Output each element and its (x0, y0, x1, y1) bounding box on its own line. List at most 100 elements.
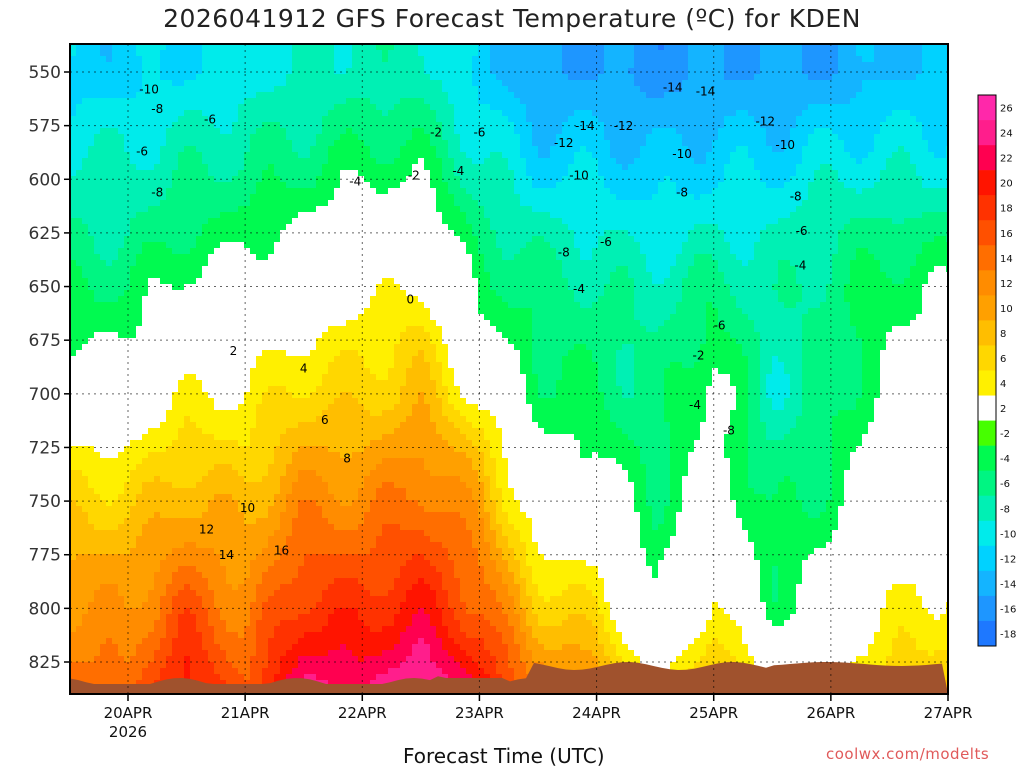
field-cell (232, 296, 239, 303)
field-cell (130, 218, 137, 225)
field-cell (190, 188, 197, 195)
field-cell (100, 350, 107, 357)
field-cell (160, 110, 167, 117)
field-cell (220, 404, 227, 411)
field-cell (136, 302, 143, 309)
field-cell (304, 476, 311, 483)
field-cell (196, 56, 203, 63)
field-cell (106, 512, 113, 519)
field-cell (334, 116, 341, 123)
field-cell (130, 404, 137, 411)
field-cell (94, 488, 101, 495)
field-cell (106, 356, 113, 363)
field-cell (136, 140, 143, 147)
field-cell (262, 314, 269, 321)
field-cell (94, 230, 101, 237)
field-cell (166, 380, 173, 387)
field-cell (148, 92, 155, 99)
field-cell (328, 452, 335, 459)
field-cell (256, 644, 263, 651)
field-cell (142, 134, 149, 141)
field-cell (76, 476, 83, 483)
field-cell (118, 152, 125, 159)
field-cell (196, 128, 203, 135)
field-cell (244, 434, 251, 441)
field-cell (130, 326, 137, 333)
field-cell (280, 380, 287, 387)
field-cell (178, 194, 185, 201)
field-cell (214, 380, 221, 387)
field-cell (88, 584, 95, 591)
field-cell (106, 278, 113, 285)
field-cell (70, 626, 77, 633)
field-cell (322, 116, 329, 123)
field-cell (184, 200, 191, 207)
field-cell (82, 86, 89, 93)
field-cell (274, 674, 281, 681)
field-cell (250, 314, 257, 321)
field-cell (124, 368, 131, 375)
field-cell (298, 656, 305, 663)
field-cell (208, 236, 215, 243)
field-cell (82, 278, 89, 285)
field-cell (166, 386, 173, 393)
field-cell (202, 398, 209, 405)
field-cell (76, 212, 83, 219)
field-cell (310, 482, 317, 489)
field-cell (70, 668, 77, 675)
field-cell (70, 212, 77, 219)
field-cell (334, 470, 341, 477)
field-cell (286, 524, 293, 531)
field-cell (136, 626, 143, 633)
field-cell (286, 410, 293, 417)
field-cell (208, 224, 215, 231)
field-cell (76, 254, 83, 261)
field-cell (286, 134, 293, 141)
field-cell (94, 272, 101, 279)
field-cell (226, 62, 233, 69)
field-cell (82, 260, 89, 267)
field-cell (190, 68, 197, 75)
field-cell (100, 374, 107, 381)
field-cell (220, 512, 227, 519)
field-cell (88, 176, 95, 183)
field-cell (76, 470, 83, 477)
field-cell (136, 416, 143, 423)
field-cell (190, 392, 197, 399)
field-cell (214, 566, 221, 573)
field-cell (178, 116, 185, 123)
field-cell (184, 674, 191, 681)
field-cell (310, 50, 317, 57)
field-cell (172, 80, 179, 87)
field-cell (256, 92, 263, 99)
credit-link[interactable]: coolwx.com/modelts (826, 745, 990, 763)
field-cell (238, 488, 245, 495)
field-cell (244, 590, 251, 597)
field-cell (244, 230, 251, 237)
field-cell (250, 296, 257, 303)
field-cell (136, 446, 143, 453)
field-cell (130, 482, 137, 489)
field-cell (142, 320, 149, 327)
field-cell (220, 110, 227, 117)
field-cell (196, 668, 203, 675)
field-cell (328, 644, 335, 651)
field-cell (76, 644, 83, 651)
field-cell (196, 524, 203, 531)
field-cell (118, 218, 125, 225)
field-cell (232, 140, 239, 147)
field-cell (124, 74, 131, 81)
field-cell (202, 500, 209, 507)
field-cell (316, 428, 323, 435)
field-cell (286, 578, 293, 585)
field-cell (220, 416, 227, 423)
field-cell (214, 362, 221, 369)
field-cell (190, 242, 197, 249)
field-cell (166, 164, 173, 171)
field-cell (130, 614, 137, 621)
field-cell (208, 476, 215, 483)
field-cell (94, 464, 101, 471)
field-cell (226, 128, 233, 135)
field-cell (184, 632, 191, 639)
field-cell (82, 50, 89, 57)
